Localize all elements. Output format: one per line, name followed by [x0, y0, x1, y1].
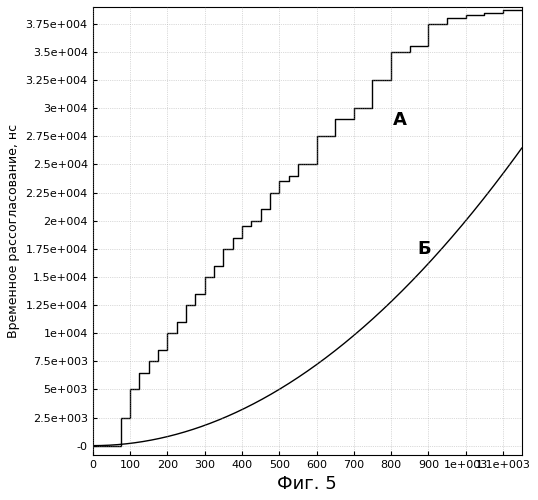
Text: А: А: [393, 111, 407, 129]
Text: Б: Б: [417, 240, 431, 258]
Y-axis label: Временное рассогласование, нс: Временное рассогласование, нс: [7, 124, 20, 338]
X-axis label: Фиг. 5: Фиг. 5: [277, 475, 337, 493]
